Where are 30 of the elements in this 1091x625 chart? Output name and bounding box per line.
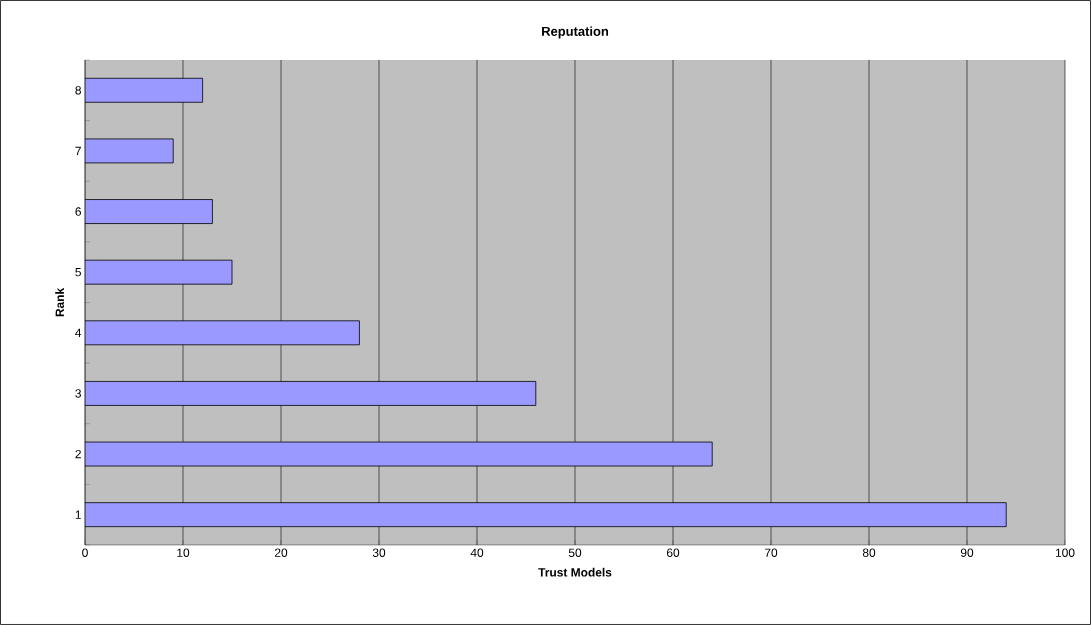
x-axis-title: Trust Models [538, 567, 612, 577]
bar [85, 138, 174, 164]
y-tick-label: 8 [75, 86, 81, 95]
bar [85, 381, 537, 406]
x-tick-label: 70 [764, 548, 778, 557]
x-tick-label: 40 [470, 548, 484, 557]
bar [85, 320, 360, 346]
y-tick-label: 6 [75, 207, 81, 216]
x-tick-label: 60 [666, 548, 680, 557]
x-tick-label: 0 [82, 548, 88, 557]
bar [85, 199, 213, 224]
x-tick-label: 20 [274, 548, 288, 557]
y-tick-label: 3 [75, 389, 81, 398]
x-tick-label: 80 [862, 548, 876, 557]
bar [85, 259, 233, 285]
y-tick-label: 7 [75, 146, 81, 156]
x-tick-label: 100 [1055, 548, 1075, 557]
y-tick-label: 1 [75, 510, 81, 519]
x-tick-label: 50 [568, 548, 582, 557]
x-tick-label: 90 [960, 548, 974, 557]
chart-title: Reputation [542, 26, 609, 39]
bar [85, 77, 204, 103]
x-tick-label: 10 [177, 548, 190, 557]
y-tick-label: 2 [75, 449, 81, 459]
bar [85, 441, 713, 467]
y-axis-title: Rank [55, 287, 64, 317]
y-tick-label: 4 [75, 328, 82, 337]
bar [85, 502, 1007, 528]
x-tick-label: 30 [372, 548, 386, 557]
y-tick-label: 5 [75, 268, 81, 277]
